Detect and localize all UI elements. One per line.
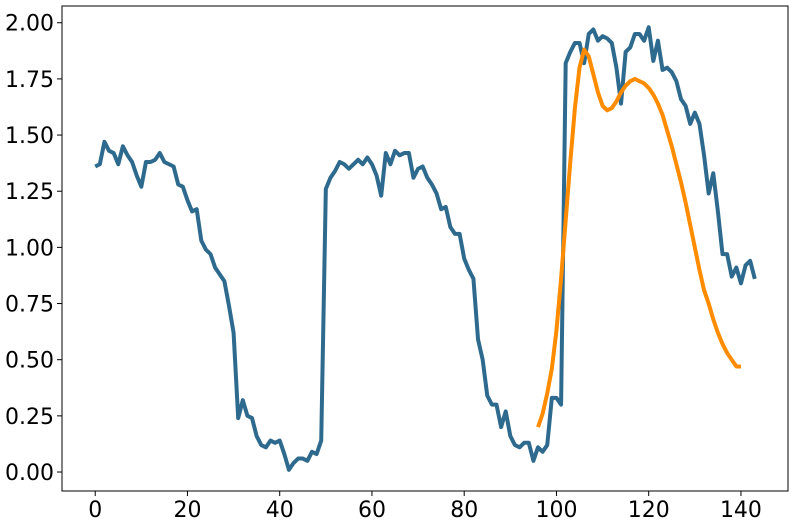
x-tick-label-3: 60 <box>358 498 386 523</box>
series-1 <box>536 47 741 428</box>
y-tick-label-3: 0.75 <box>5 293 54 318</box>
x-tick-label-6: 120 <box>628 498 670 523</box>
x-tick-label-1: 20 <box>173 498 201 523</box>
plot-frame <box>61 5 789 492</box>
y-axis: 0.00 0.25 0.50 0.75 1.00 1.25 1.50 1.75 2.00 <box>5 12 62 486</box>
series-layer <box>94 25 757 472</box>
x-tick-label-4: 80 <box>450 498 478 523</box>
y-tick-label-6: 1.50 <box>5 124 54 149</box>
y-tick-label-4: 1.00 <box>5 236 54 261</box>
y-tick-label-0: 0.00 <box>5 461 54 486</box>
x-tick-label-5: 100 <box>535 498 577 523</box>
series-0-line <box>94 25 757 472</box>
y-tick-label-2: 0.50 <box>5 349 54 374</box>
x-tick-label-0: 0 <box>88 498 102 523</box>
x-tick-label-7: 140 <box>720 498 762 523</box>
y-tick-label-1: 0.25 <box>5 405 54 430</box>
y-tick-label-8: 2.00 <box>5 12 54 37</box>
series-1-line <box>536 47 741 428</box>
x-axis: 0 20 40 60 80 100 120 140 <box>88 491 762 523</box>
y-tick-label-5: 1.25 <box>5 180 54 205</box>
y-tick-label-7: 1.75 <box>5 68 54 93</box>
series-0 <box>94 25 757 472</box>
x-tick-label-2: 40 <box>266 498 294 523</box>
